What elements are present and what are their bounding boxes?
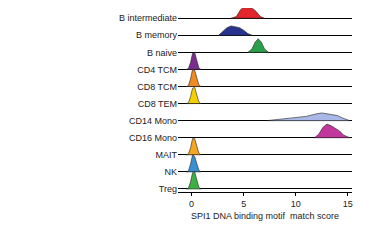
svg-text:10: 10 [291, 199, 301, 209]
svg-text:B intermediate: B intermediate [119, 13, 177, 23]
svg-text:B naive: B naive [147, 48, 177, 58]
svg-text:CD14 Mono: CD14 Mono [129, 116, 177, 126]
svg-text:CD8 TEM: CD8 TEM [138, 99, 177, 109]
svg-text:B memory: B memory [136, 30, 178, 40]
svg-text:CD4 TCM: CD4 TCM [137, 65, 177, 75]
svg-text:Treg: Treg [159, 184, 177, 194]
svg-text:CD8 TCM: CD8 TCM [137, 82, 177, 92]
svg-text:SPI1 DNA binding motif match: SPI1 DNA binding motif match score [191, 211, 339, 221]
svg-text:NK: NK [164, 167, 177, 177]
svg-text:15: 15 [343, 199, 353, 209]
svg-text:5: 5 [241, 199, 246, 209]
svg-text:CD16 Mono: CD16 Mono [129, 133, 177, 143]
svg-text:0: 0 [189, 199, 194, 209]
svg-text:MAIT: MAIT [156, 150, 178, 160]
